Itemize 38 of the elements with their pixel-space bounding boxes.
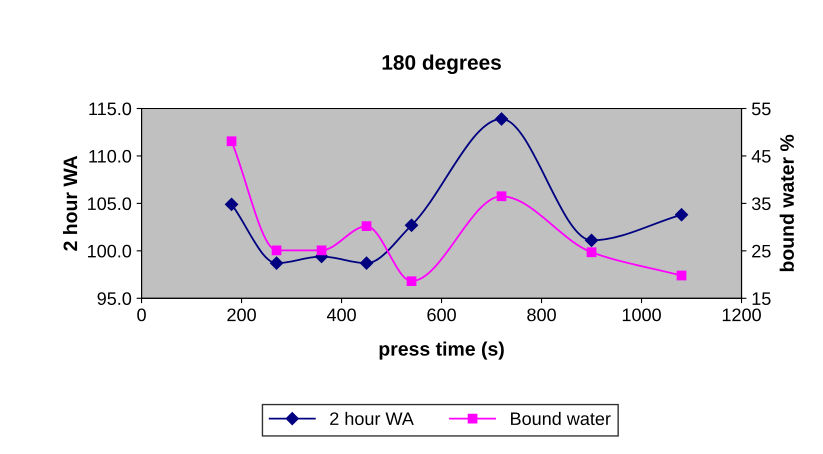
point — [586, 247, 596, 258]
point — [676, 270, 686, 280]
point — [270, 256, 284, 270]
x-tick-label: 1200 — [722, 308, 761, 322]
point — [584, 234, 598, 247]
x-tick-label: 200 — [227, 308, 256, 322]
point — [224, 198, 238, 211]
y-tick-label: 95.0 — [98, 292, 132, 305]
point — [360, 256, 374, 270]
y2-tick-label: 55 — [752, 102, 771, 116]
y2-tick-label: 45 — [752, 150, 771, 163]
x-tick-label: 1000 — [622, 308, 661, 322]
point — [226, 136, 236, 146]
point — [316, 246, 326, 256]
y-tick-label: 105.0 — [88, 197, 132, 210]
point — [494, 112, 508, 126]
y2-tick-label: 35 — [752, 197, 771, 210]
y2-tick-label: 25 — [752, 244, 771, 258]
point — [362, 221, 372, 232]
y2-axis-title: bound water % — [780, 134, 794, 272]
point — [272, 246, 282, 256]
point — [496, 191, 506, 202]
x-tick-label: 800 — [527, 308, 556, 322]
x-axis-title: press time (s) — [380, 342, 504, 360]
legend-label: Bound water — [511, 412, 611, 426]
x-tick-label: 0 — [137, 308, 146, 322]
x-tick-label: 400 — [326, 308, 356, 322]
legend-label: 2 hour WA — [330, 412, 414, 426]
point — [674, 208, 688, 222]
point — [406, 276, 416, 286]
chart-title: 180 degrees — [382, 54, 501, 74]
point — [404, 218, 418, 232]
y2-tick-label: 15 — [752, 292, 771, 305]
y-tick-label: 100.0 — [88, 244, 132, 258]
y-tick-label: 115.0 — [89, 102, 132, 116]
y-tick-label: 110.0 — [89, 150, 132, 163]
y-axis-title: 2 hour WA — [62, 156, 78, 251]
x-tick-label: 600 — [427, 308, 456, 322]
